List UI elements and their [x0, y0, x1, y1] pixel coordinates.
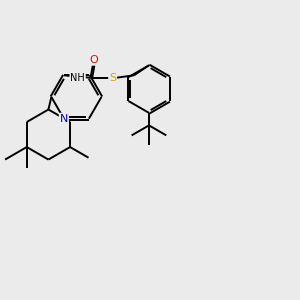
Text: N: N: [60, 114, 68, 124]
Text: S: S: [109, 73, 116, 83]
Text: NH: NH: [70, 73, 85, 83]
Text: O: O: [90, 55, 98, 65]
